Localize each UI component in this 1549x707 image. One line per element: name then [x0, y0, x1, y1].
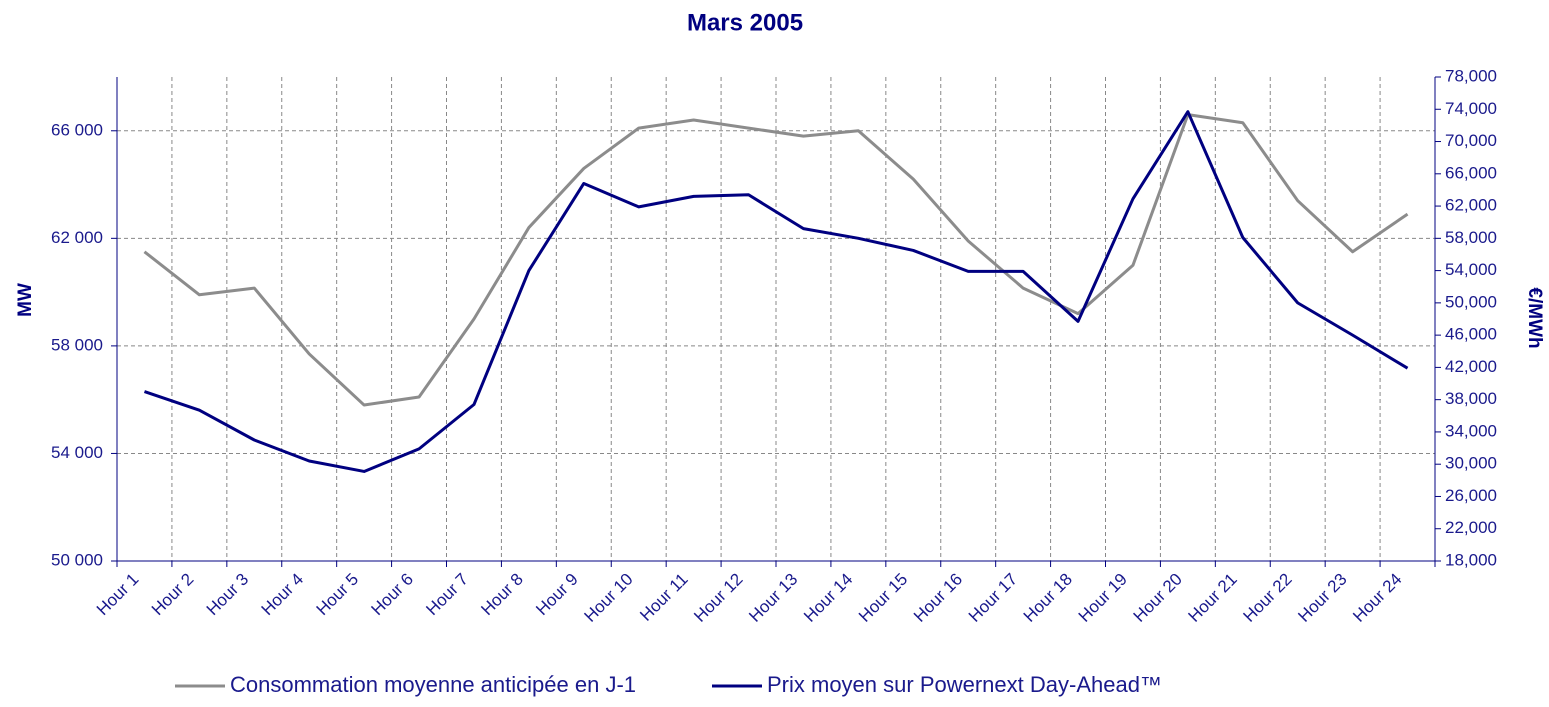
y2-tick-label: 66,000	[1445, 163, 1497, 182]
y2-tick-label: 78,000	[1445, 66, 1497, 85]
y2-tick-label: 62,000	[1445, 196, 1497, 215]
y2-tick-label: 58,000	[1445, 228, 1497, 247]
x-tick-label: Hour 19	[1075, 570, 1131, 626]
series-line	[143, 110, 1409, 473]
legend-label: Prix moyen sur Powernext Day-Ahead™	[767, 672, 1162, 697]
x-tick-label: Hour 9	[532, 570, 582, 620]
y2-tick-label: 34,000	[1445, 421, 1497, 440]
x-tick-label: Hour 20	[1130, 570, 1186, 626]
y-tick-label: 66 000	[51, 120, 103, 139]
x-tick-label: Hour 12	[690, 570, 746, 626]
x-tick-label: Hour 22	[1240, 570, 1296, 626]
x-tick-label: Hour 4	[258, 570, 308, 620]
x-tick-label: Hour 6	[368, 570, 418, 620]
y2-tick-label: 18,000	[1445, 550, 1497, 569]
x-tick-label: Hour 3	[203, 570, 253, 620]
x-tick-label: Hour 23	[1294, 570, 1350, 626]
y-axis-label: MW	[15, 283, 36, 317]
x-tick-label: Hour 24	[1349, 570, 1405, 626]
x-tick-label: Hour 11	[636, 570, 691, 625]
x-tick-label: Hour 21	[1185, 570, 1241, 626]
y2-tick-label: 54,000	[1445, 260, 1497, 279]
y2-tick-label: 30,000	[1445, 454, 1497, 473]
y2-tick-label: 22,000	[1445, 518, 1497, 537]
x-tick-label: Hour 13	[745, 570, 801, 626]
y2-axis-label: €/MWh	[1524, 287, 1545, 348]
chart-title: Mars 2005	[687, 9, 803, 36]
x-tick-label: Hour 17	[965, 570, 1021, 626]
x-tick-label: Hour 16	[910, 570, 966, 626]
y2-tick-label: 70,000	[1445, 131, 1497, 150]
y-tick-label: 58 000	[51, 335, 103, 354]
y-tick-label: 54 000	[51, 443, 103, 462]
y-tick-label: 62 000	[51, 228, 103, 247]
x-tick-label: Hour 8	[477, 570, 527, 620]
x-tick-label: Hour 10	[581, 570, 637, 626]
x-tick-label: Hour 5	[313, 570, 363, 620]
y2-tick-label: 26,000	[1445, 486, 1497, 505]
y2-tick-label: 46,000	[1445, 325, 1497, 344]
x-tick-label: Hour 1	[93, 570, 143, 620]
y2-tick-label: 74,000	[1445, 99, 1497, 118]
y2-tick-label: 50,000	[1445, 292, 1497, 311]
y2-tick-label: 38,000	[1445, 389, 1497, 408]
x-tick-label: Hour 14	[800, 570, 856, 626]
x-tick-label: Hour 7	[422, 570, 472, 620]
x-tick-label: Hour 15	[855, 570, 911, 626]
y-tick-label: 50 000	[51, 550, 103, 569]
x-tick-label: Hour 18	[1020, 570, 1076, 626]
series-line	[143, 113, 1409, 407]
y2-tick-label: 42,000	[1445, 357, 1497, 376]
x-tick-label: Hour 2	[148, 570, 198, 620]
legend-label: Consommation moyenne anticipée en J-1	[230, 672, 636, 697]
